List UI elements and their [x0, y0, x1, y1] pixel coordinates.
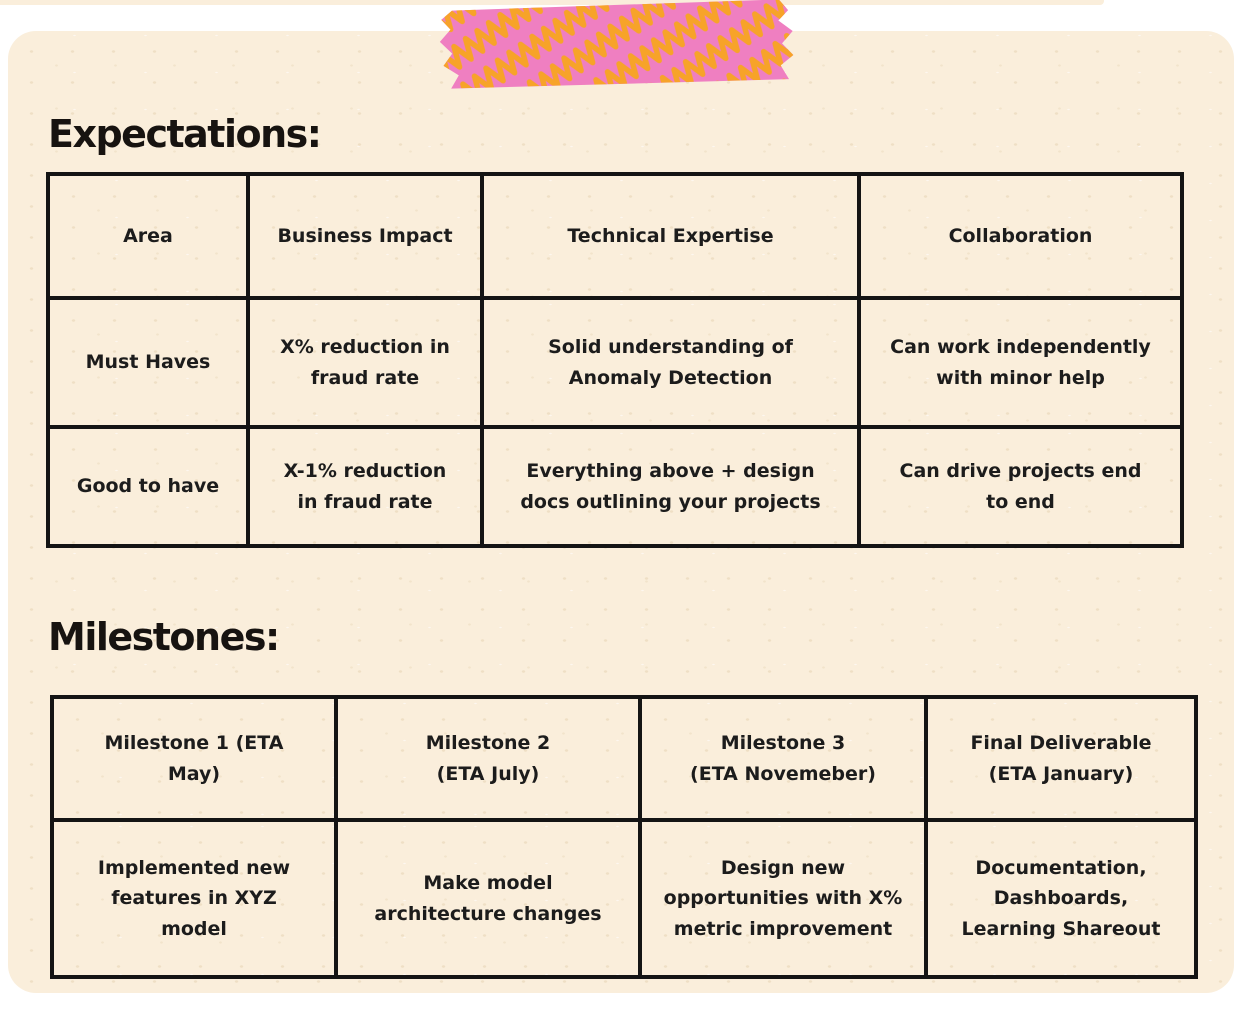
milestones-header-milestone-1: Milestone 1 (ETA May) [54, 699, 334, 818]
milestones-cell-milestone-2: Make model architecture changes [338, 822, 638, 975]
milestones-cell-final-deliverable: Documentation, Dashboards, Learning Shar… [928, 822, 1194, 975]
expectations-table: Area Business Impact Technical Expertise… [46, 172, 1184, 548]
expectations-cell-good-to-have-label: Good to have [50, 429, 246, 544]
expectations-cell-must-haves-business: X% reduction in fraud rate [250, 300, 480, 425]
previous-card-bottom-edge [0, 0, 1104, 5]
expectations-heading: Expectations: [48, 112, 322, 156]
milestones-heading: Milestones: [48, 615, 280, 659]
expectations-header-area: Area [50, 176, 246, 296]
milestones-cell-milestone-1: Implemented new features in XYZ model [54, 822, 334, 975]
milestones-cell-milestone-3: Design new opportunities with X% metric … [642, 822, 924, 975]
milestones-header-milestone-2: Milestone 2 (ETA July) [338, 699, 638, 818]
milestones-header-milestone-3: Milestone 3 (ETA Novemeber) [642, 699, 924, 818]
washi-tape-graphic [438, 0, 795, 89]
expectations-cell-good-to-have-collaboration: Can drive projects end to end [861, 429, 1180, 544]
expectations-header-collaboration: Collaboration [861, 176, 1180, 296]
washi-tape-icon [436, 0, 796, 91]
expectations-cell-good-to-have-business: X-1% reduction in fraud rate [250, 429, 480, 544]
expectations-cell-must-haves-collaboration: Can work independently with minor help [861, 300, 1180, 425]
expectations-cell-must-haves-technical: Solid understanding of Anomaly Detection [484, 300, 857, 425]
expectations-cell-must-haves-label: Must Haves [50, 300, 246, 425]
milestones-header-final-deliverable: Final Deliverable (ETA January) [928, 699, 1194, 818]
expectations-cell-good-to-have-technical: Everything above + design docs outlining… [484, 429, 857, 544]
milestones-table: Milestone 1 (ETA May) Milestone 2 (ETA J… [50, 695, 1198, 979]
expectations-header-technical-expertise: Technical Expertise [484, 176, 857, 296]
tape-scribble-overlay [438, 0, 795, 89]
expectations-header-business-impact: Business Impact [250, 176, 480, 296]
